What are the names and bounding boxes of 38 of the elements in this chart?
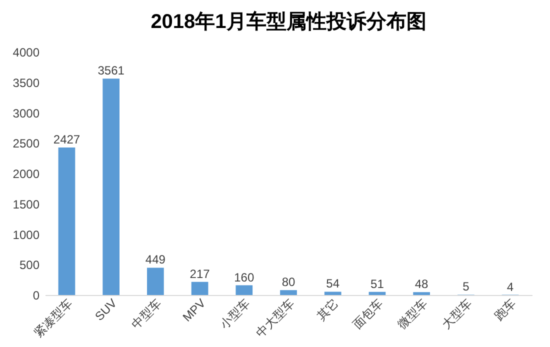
y-tick-label: 2500 <box>12 136 40 151</box>
y-tick-label: 3000 <box>12 106 40 120</box>
bar <box>413 292 430 295</box>
data-label: 48 <box>414 277 429 292</box>
data-label: 3561 <box>98 64 125 78</box>
x-tick-label: 小型车 <box>217 296 253 332</box>
data-label: 5 <box>462 280 470 294</box>
bar <box>324 292 342 295</box>
x-tick-label: 大型车 <box>439 296 474 332</box>
y-tick-label: 1500 <box>12 197 40 212</box>
y-tick-label: 500 <box>19 258 40 272</box>
x-tick-label: 中大型车 <box>253 296 297 340</box>
data-label: 54 <box>326 276 340 291</box>
y-tick-label: 0 <box>32 288 40 302</box>
data-label: 2427 <box>53 132 80 147</box>
bar <box>280 290 297 295</box>
bar <box>368 292 386 295</box>
chart-title: 2018年1月车型属性投诉分布图 <box>150 10 426 33</box>
data-label: 80 <box>282 275 296 290</box>
y-tick-label: 1000 <box>12 228 40 242</box>
x-tick-label: 其它 <box>314 296 342 323</box>
x-tick-label: 面包车 <box>350 296 386 332</box>
bar <box>58 148 76 295</box>
data-label: 449 <box>145 252 166 267</box>
data-label: 51 <box>370 276 384 291</box>
y-tick-label: 3500 <box>12 76 40 90</box>
data-label: 160 <box>234 270 254 284</box>
x-tick-label: 中型车 <box>128 296 164 332</box>
bar <box>102 78 120 295</box>
x-tick-label: 跑车 <box>492 296 519 323</box>
data-label: 4 <box>506 280 514 294</box>
bar <box>236 285 253 295</box>
data-label: 217 <box>190 266 210 281</box>
x-tick-label: 微型车 <box>394 296 430 332</box>
y-tick-label: 4000 <box>12 46 40 60</box>
bar <box>147 268 164 295</box>
bar <box>191 282 208 295</box>
y-tick-label: 2000 <box>12 167 40 181</box>
